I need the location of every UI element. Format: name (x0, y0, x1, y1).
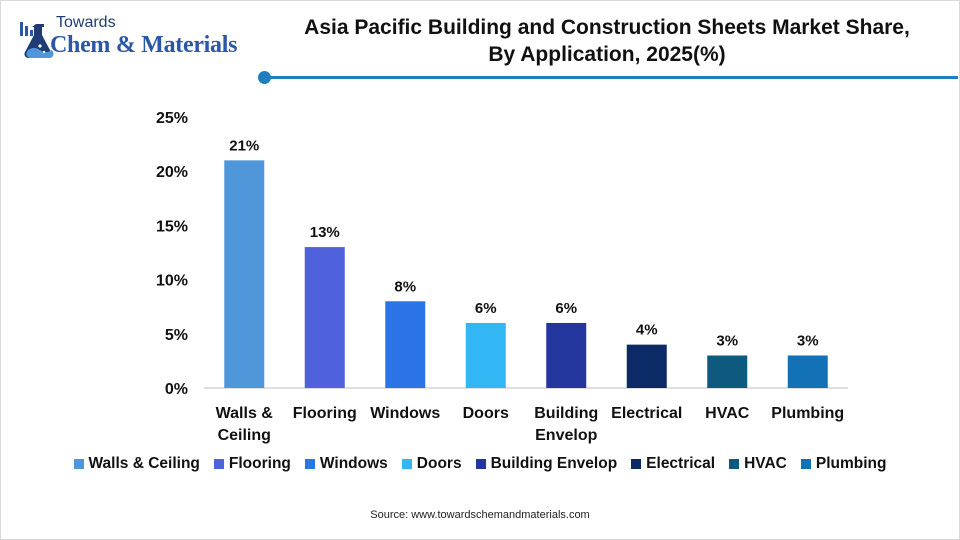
legend-swatch (475, 459, 486, 469)
data-label: 13% (310, 224, 340, 241)
bar (707, 355, 748, 388)
legend-label: Electrical (646, 455, 716, 472)
legend-label: Building Envelop (490, 455, 618, 472)
x-tick-label: Windows (370, 405, 440, 422)
title-divider-dot (258, 71, 271, 84)
source-note: Source: www.towardschemandmaterials.com (370, 509, 590, 521)
legend-label: Windows (319, 455, 388, 472)
bar (385, 301, 426, 388)
bar (787, 355, 828, 388)
logo-main-text: Chem & Materials (50, 32, 238, 58)
data-label: 8% (394, 278, 416, 295)
x-tick-label: Doors (463, 405, 509, 422)
x-tick-label: HVAC (705, 405, 750, 422)
legend-swatch (401, 459, 412, 469)
chart-title-line-2: By Application, 2025(%) (488, 43, 726, 66)
y-tick-label: 25% (156, 110, 188, 127)
legend-swatch (73, 459, 84, 469)
legend-item: Building Envelop (475, 455, 618, 473)
y-tick-label: 15% (156, 218, 188, 235)
logo: Towards Chem & Materials (14, 14, 254, 70)
bar (626, 344, 667, 388)
legend-label: Plumbing (815, 455, 887, 472)
legend-item: Windows (304, 455, 388, 473)
chart-title-line-1: Asia Pacific Building and Construction S… (304, 16, 910, 39)
legend-label: HVAC (744, 455, 787, 472)
legend-swatch (800, 459, 811, 469)
bar (224, 160, 265, 388)
data-label: 21% (229, 137, 259, 154)
x-tick-label: Flooring (293, 405, 357, 422)
x-tick-label: Walls & (216, 405, 274, 422)
chart-legend: Walls & Ceiling Flooring Windows Doors Build… (0, 455, 960, 473)
y-tick-label: 10% (156, 273, 188, 290)
legend-item: Walls & Ceiling (73, 455, 200, 473)
chart-title: Asia Pacific Building and Construction S… (262, 14, 952, 68)
legend-swatch (631, 459, 642, 469)
data-label: 3% (797, 332, 819, 349)
x-tick-label: Plumbing (771, 405, 844, 422)
legend-item: Doors (401, 455, 462, 473)
legend-swatch (304, 459, 315, 469)
data-label: 6% (555, 300, 577, 317)
x-tick-label: Ceiling (218, 427, 271, 444)
logo-top-text: Towards (56, 14, 116, 31)
x-tick-label: Building (534, 405, 598, 422)
data-label: 4% (636, 322, 658, 339)
bar (546, 322, 587, 388)
legend-item: Plumbing (800, 455, 887, 473)
y-tick-label: 0% (165, 381, 188, 398)
x-tick-label: Envelop (535, 427, 597, 444)
bar (465, 322, 506, 388)
data-label: 6% (475, 300, 497, 317)
y-tick-label: 20% (156, 164, 188, 181)
legend-label: Flooring (228, 455, 291, 472)
legend-item: Flooring (213, 455, 291, 473)
legend-swatch (213, 459, 224, 469)
legend-item: Electrical (631, 455, 715, 473)
legend-item: HVAC (729, 455, 787, 473)
bar (304, 247, 345, 388)
y-tick-label: 5% (165, 327, 188, 344)
legend-label: Walls & Ceiling (88, 455, 200, 472)
legend-label: Doors (416, 455, 462, 472)
bar-chart: 0% 5% 10% 15% 20% 25% 21% Walls & Ceiling 13% Floo… (156, 110, 848, 444)
title-divider (264, 76, 958, 79)
legend-swatch (729, 459, 740, 469)
x-tick-label: Electrical (611, 405, 682, 422)
data-label: 3% (716, 332, 738, 349)
flask-logo-icon (20, 22, 54, 59)
